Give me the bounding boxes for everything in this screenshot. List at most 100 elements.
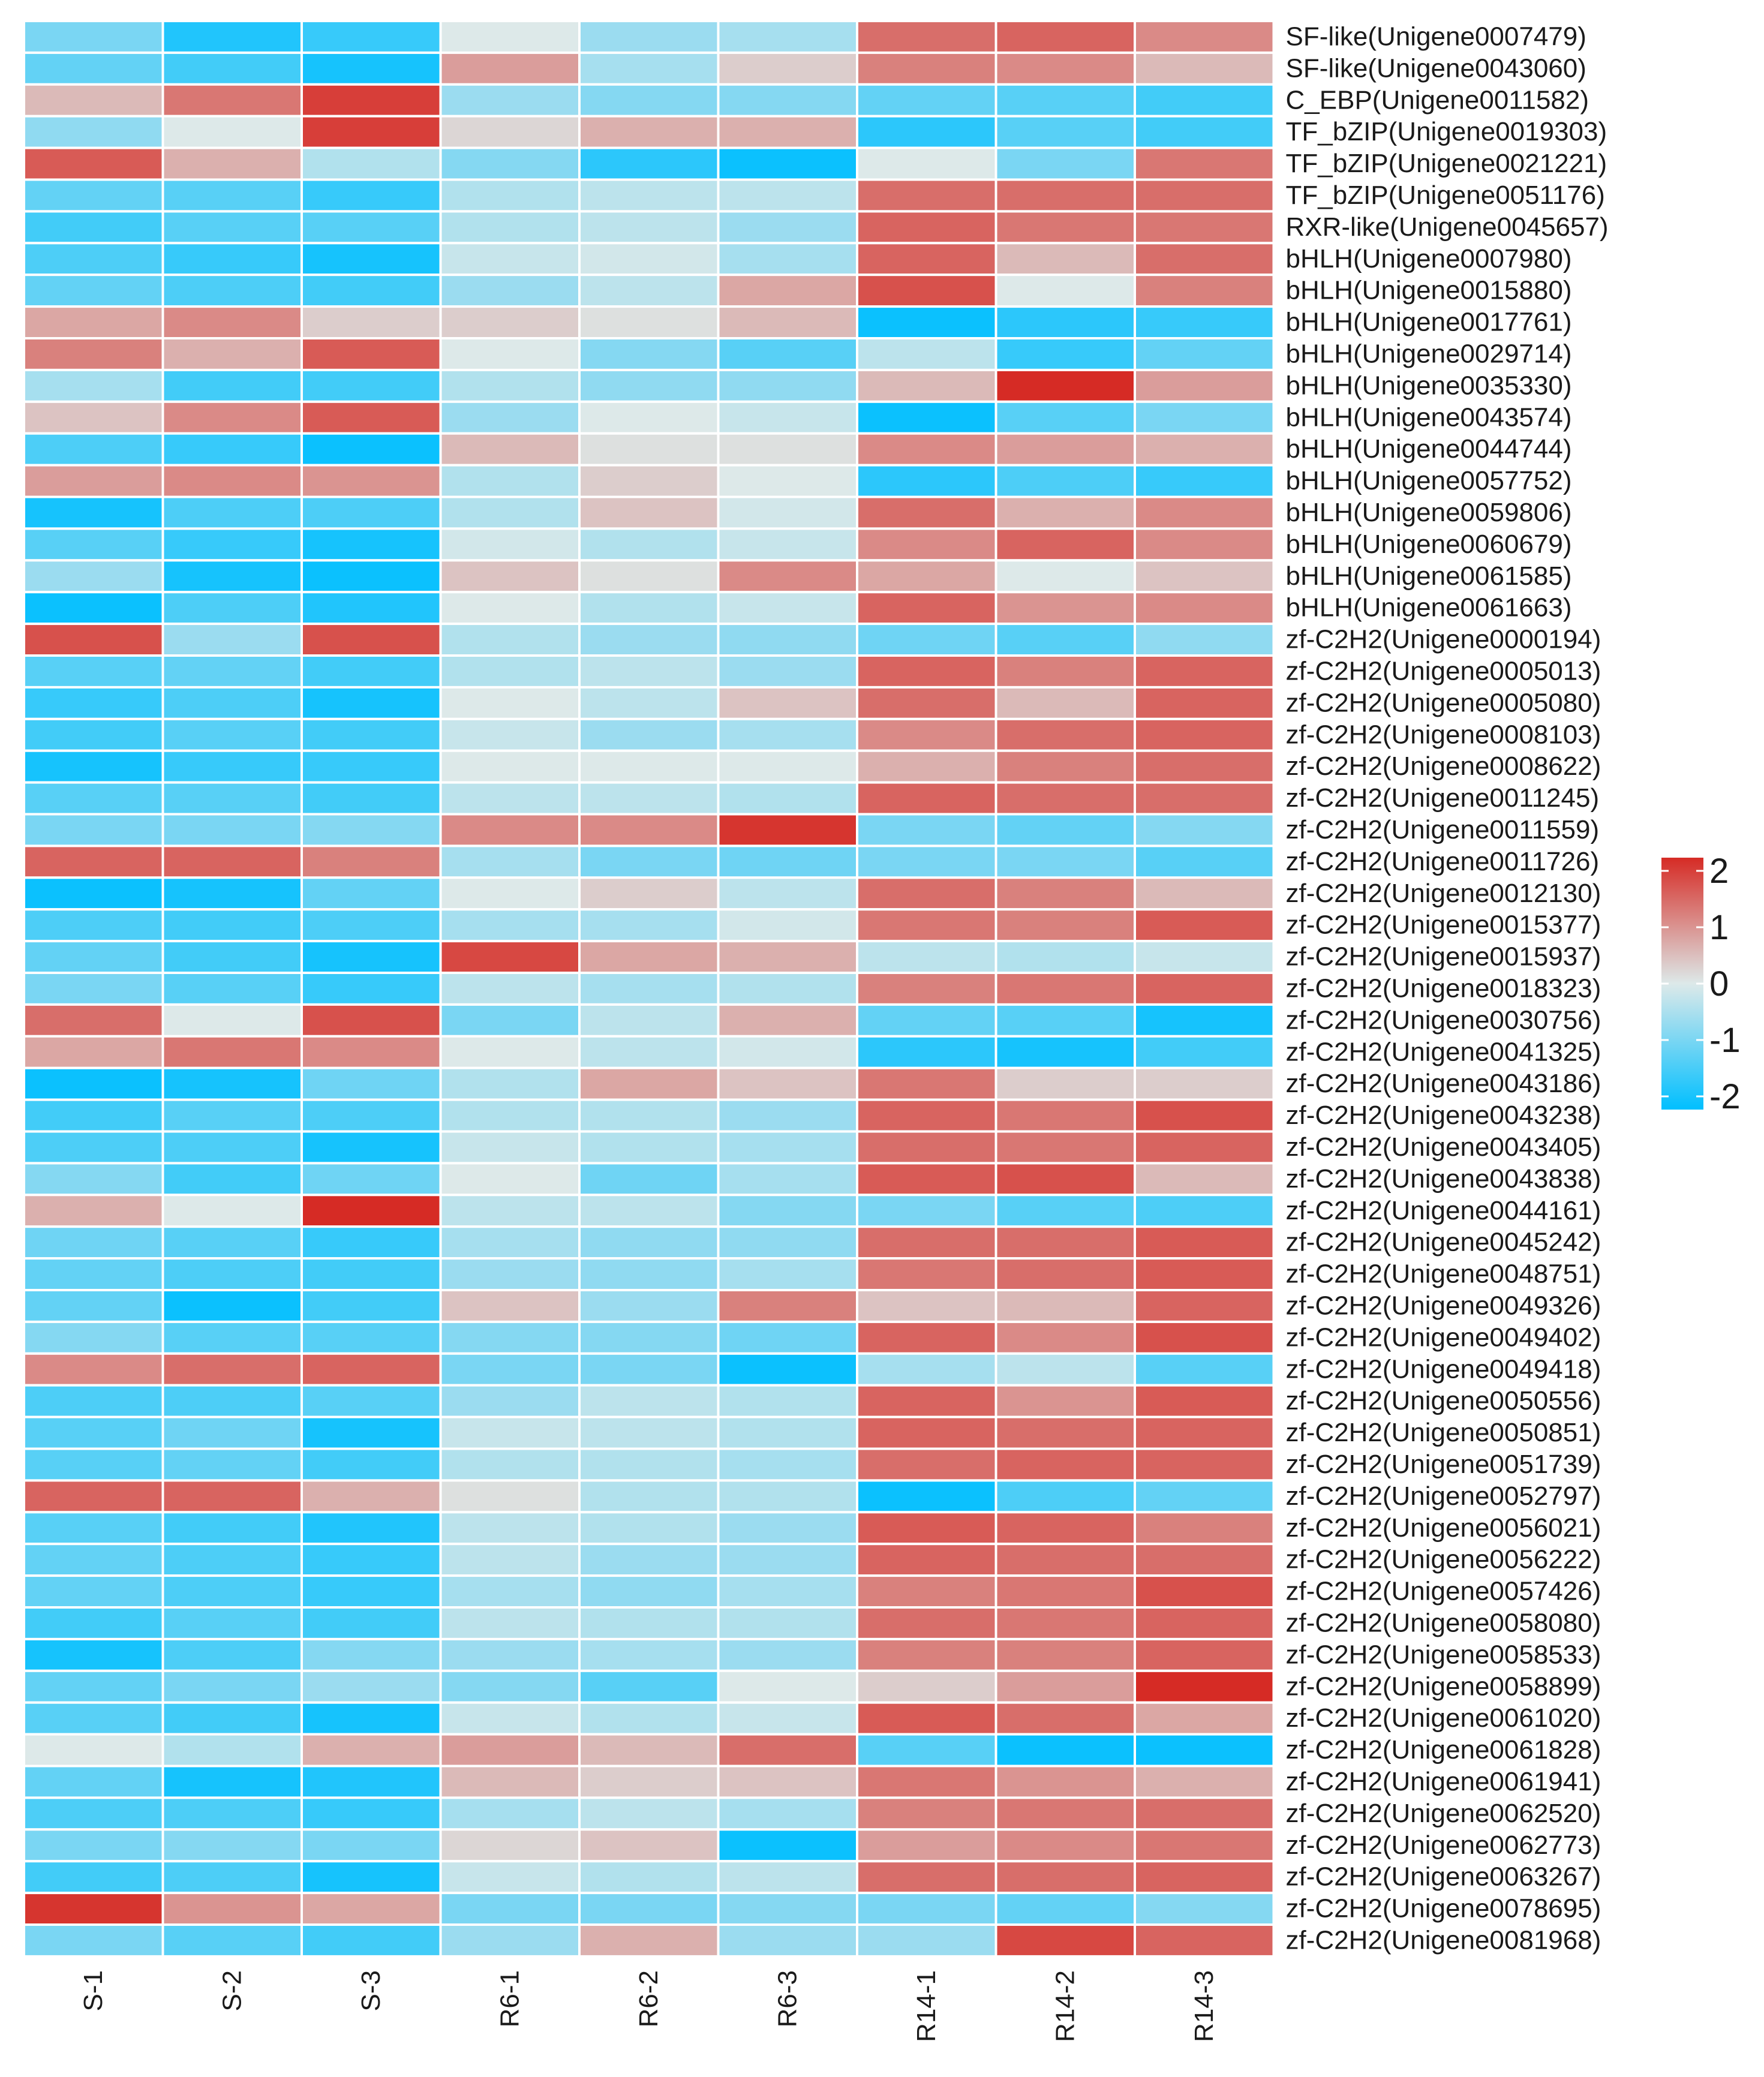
heatmap-cell [856, 178, 997, 213]
heatmap-cell [856, 1162, 997, 1197]
heatmap-cell [300, 178, 442, 213]
heatmap-cell [439, 1352, 581, 1387]
heatmap-cell [994, 368, 1136, 403]
heatmap-cell [856, 1320, 997, 1355]
heatmap-cell [856, 1637, 997, 1672]
heatmap-cell [856, 146, 997, 181]
row-label: zf-C2H2(Unigene0008103) [1286, 720, 1601, 749]
heatmap-cell [439, 1130, 581, 1165]
heatmap-cell [300, 527, 442, 562]
heatmap-cell [161, 1289, 303, 1323]
heatmap-cell [717, 1066, 858, 1101]
heatmap-cell [439, 1447, 581, 1482]
heatmap-cell [161, 623, 303, 657]
heatmap-cell [578, 1860, 720, 1895]
heatmap-cell [161, 749, 303, 784]
heatmap-cell [578, 1637, 720, 1672]
heatmap-cell [161, 400, 303, 435]
heatmap-cell [717, 591, 858, 626]
heatmap-cell [161, 591, 303, 626]
heatmap-cell [300, 1257, 442, 1292]
heatmap-cell [23, 591, 164, 626]
heatmap-cell [856, 717, 997, 752]
heatmap-cell [1134, 623, 1275, 657]
heatmap-cell [439, 1098, 581, 1133]
heatmap-cell [856, 686, 997, 720]
heatmap-cell [578, 1130, 720, 1165]
heatmap-cell [856, 495, 997, 530]
heatmap-cell [717, 844, 858, 879]
row-label: SF-like(Unigene0043060) [1286, 53, 1586, 83]
heatmap-cell [23, 178, 164, 213]
heatmap-cell [578, 1574, 720, 1609]
heatmap-cell [1134, 242, 1275, 276]
heatmap-cell [439, 527, 581, 562]
heatmap-cell [578, 1257, 720, 1292]
row-label: zf-C2H2(Unigene0011726) [1286, 847, 1600, 876]
heatmap-cell [300, 400, 442, 435]
heatmap-cell [717, 1860, 858, 1895]
heatmap-cell [161, 305, 303, 340]
heatmap-cell [1134, 781, 1275, 816]
heatmap-cell [1134, 1796, 1275, 1831]
heatmap-cell [161, 1384, 303, 1418]
heatmap-cell [578, 368, 720, 403]
heatmap-cell [23, 813, 164, 847]
heatmap-cell [23, 83, 164, 118]
row-label: TF_bZIP(Unigene0051176) [1286, 181, 1605, 210]
heatmap-cell [578, 717, 720, 752]
row-label: zf-C2H2(Unigene0056222) [1286, 1545, 1601, 1574]
heatmap-cell [994, 1543, 1136, 1577]
heatmap-cell [578, 146, 720, 181]
row-label: zf-C2H2(Unigene0011245) [1286, 783, 1600, 813]
heatmap-cell [161, 1257, 303, 1292]
heatmap-cell [717, 432, 858, 467]
heatmap-cell [161, 1066, 303, 1101]
heatmap-cell [717, 1701, 858, 1736]
heatmap-cell [856, 1447, 997, 1482]
heatmap-cell [439, 591, 581, 626]
heatmap-cell [23, 1860, 164, 1895]
row-labels: SF-like(Unigene0007479)SF-like(Unigene00… [1286, 22, 1609, 1955]
column-label: R14-3 [1189, 1970, 1219, 2042]
heatmap-cell [717, 1003, 858, 1038]
heatmap-cell [300, 1035, 442, 1069]
heatmap-cell [994, 527, 1136, 562]
heatmap-cell [161, 368, 303, 403]
heatmap-cell [994, 1289, 1136, 1323]
heatmap-cell [717, 940, 858, 974]
heatmap-cell [856, 1701, 997, 1736]
heatmap-cell [439, 20, 581, 54]
heatmap-cell [161, 1130, 303, 1165]
heatmap-cell [1134, 432, 1275, 467]
heatmap-cell [1134, 495, 1275, 530]
row-label: zf-C2H2(Unigene0005013) [1286, 656, 1601, 686]
heatmap-cell [578, 1162, 720, 1197]
heatmap-cell [23, 1606, 164, 1640]
heatmap-cell [300, 1415, 442, 1450]
heatmap-cell [439, 1320, 581, 1355]
heatmap-cell [717, 495, 858, 530]
row-label: zf-C2H2(Unigene0058533) [1286, 1640, 1601, 1669]
heatmap-cell [161, 844, 303, 879]
heatmap-cell [1134, 1130, 1275, 1165]
heatmap-cell [439, 242, 581, 276]
heatmap-cell [300, 1923, 442, 1958]
heatmap-cell [161, 559, 303, 594]
heatmap-cell [994, 1637, 1136, 1672]
heatmap-cell [300, 1289, 442, 1323]
heatmap-cell [994, 813, 1136, 847]
heatmap-cell [1134, 813, 1275, 847]
heatmap-cell [856, 1035, 997, 1069]
row-label: zf-C2H2(Unigene0015377) [1286, 910, 1601, 940]
heatmap-cell [300, 1003, 442, 1038]
row-label: zf-C2H2(Unigene0050556) [1286, 1386, 1601, 1415]
heatmap-cell [578, 908, 720, 943]
row-label: zf-C2H2(Unigene0043838) [1286, 1164, 1601, 1194]
heatmap-cell [439, 908, 581, 943]
heatmap-cell [23, 1066, 164, 1101]
heatmap-cell [717, 464, 858, 498]
heatmap-cell [578, 273, 720, 308]
heatmap-cell [717, 1098, 858, 1133]
row-label: zf-C2H2(Unigene0044161) [1286, 1196, 1601, 1225]
